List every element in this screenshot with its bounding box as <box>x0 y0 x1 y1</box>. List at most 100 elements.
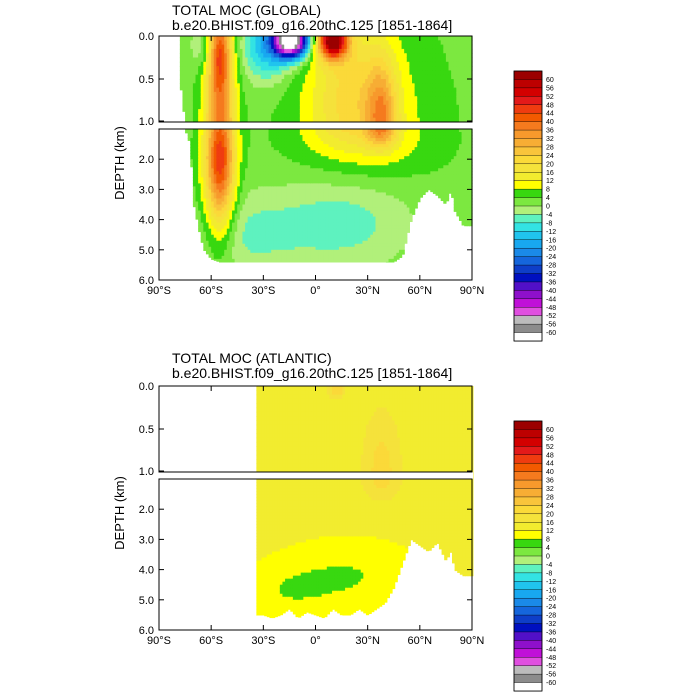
field-cell <box>252 159 257 163</box>
field-cell <box>190 162 194 166</box>
field-cell <box>273 66 277 71</box>
field-cell <box>336 213 340 218</box>
field-cell <box>383 147 387 151</box>
field-cell <box>273 156 277 160</box>
field-cell <box>333 138 337 142</box>
field-cell <box>198 210 202 215</box>
field-cell <box>325 135 330 139</box>
field-cell <box>305 135 309 139</box>
field-cell <box>388 252 392 257</box>
field-cell <box>341 104 345 110</box>
field-cell <box>216 180 220 184</box>
field-cell <box>260 162 264 166</box>
field-cell <box>268 44 272 50</box>
field-cell <box>302 165 306 169</box>
field-cell <box>278 61 283 67</box>
field-cell <box>260 192 264 197</box>
field-cell <box>365 162 369 166</box>
field-cell <box>229 144 233 148</box>
field-cell <box>289 213 293 218</box>
field-cell <box>265 40 270 46</box>
field-cell <box>203 165 207 169</box>
field-cell <box>263 66 267 71</box>
field-cell <box>245 255 249 260</box>
field-cell <box>310 100 314 106</box>
field-cell <box>263 138 267 142</box>
field-cell <box>385 201 390 206</box>
field-cell <box>359 219 364 224</box>
field-cell <box>385 135 390 139</box>
field-cell <box>385 228 390 233</box>
field-cell <box>305 237 309 242</box>
field-cell <box>375 156 379 160</box>
field-cell <box>216 109 220 114</box>
field-cell <box>226 216 231 221</box>
field-cell <box>237 91 241 97</box>
field-cell <box>208 195 212 200</box>
field-cell <box>286 210 291 215</box>
field-cell <box>305 79 309 84</box>
field-cell <box>349 74 353 80</box>
field-cell <box>372 113 377 119</box>
field-cell <box>359 132 364 136</box>
field-cell <box>182 61 186 67</box>
field-cell <box>205 83 210 89</box>
field-cell <box>372 100 377 106</box>
field-cell <box>307 132 311 136</box>
field-cell <box>208 141 212 145</box>
field-cell <box>195 147 199 151</box>
field-cell <box>325 255 330 260</box>
field-cell <box>344 74 348 80</box>
field-cell <box>372 147 377 151</box>
field-cell <box>250 44 254 50</box>
field-cell <box>378 109 382 114</box>
field-cell <box>276 189 280 194</box>
field-cell <box>242 147 246 151</box>
field-cell <box>305 171 309 175</box>
field-cell <box>268 96 272 102</box>
field-cell <box>195 201 199 206</box>
field-cell <box>258 246 262 251</box>
field-cell <box>357 132 361 136</box>
field-cell <box>205 171 210 175</box>
field-cell <box>271 141 275 145</box>
field-cell <box>258 138 262 142</box>
field-cell <box>221 70 225 76</box>
field-cell <box>325 195 330 200</box>
field-cell <box>336 66 340 71</box>
field-cell <box>310 44 314 50</box>
field-cell <box>310 225 314 230</box>
field-cell <box>260 100 264 106</box>
field-cell <box>315 57 319 63</box>
field-cell <box>221 44 225 50</box>
field-cell <box>218 195 223 200</box>
field-cell <box>323 66 327 71</box>
field-cell <box>273 195 277 200</box>
field-cell <box>200 159 204 163</box>
field-cell <box>258 96 262 102</box>
field-cell <box>328 104 332 110</box>
field-cell <box>221 222 225 227</box>
field-cell <box>242 222 246 227</box>
field-cell <box>276 234 280 239</box>
field-cell <box>278 96 283 102</box>
field-cell <box>234 53 238 59</box>
field-cell <box>218 150 223 154</box>
field-cell <box>250 156 254 160</box>
field-cell <box>336 189 340 194</box>
field-cell <box>218 159 223 163</box>
field-cell <box>281 66 285 71</box>
field-cell <box>292 210 296 215</box>
field-cell <box>211 132 215 136</box>
field-cell <box>357 141 361 145</box>
field-cell <box>263 113 267 119</box>
field-cell <box>315 207 319 212</box>
field-cell <box>226 70 231 76</box>
field-cell <box>338 36 343 41</box>
field-cell <box>299 40 304 46</box>
field-cell <box>383 207 387 212</box>
field-cell <box>305 87 309 93</box>
field-cell <box>331 135 335 139</box>
field-cell <box>323 40 327 46</box>
field-cell <box>242 61 246 67</box>
